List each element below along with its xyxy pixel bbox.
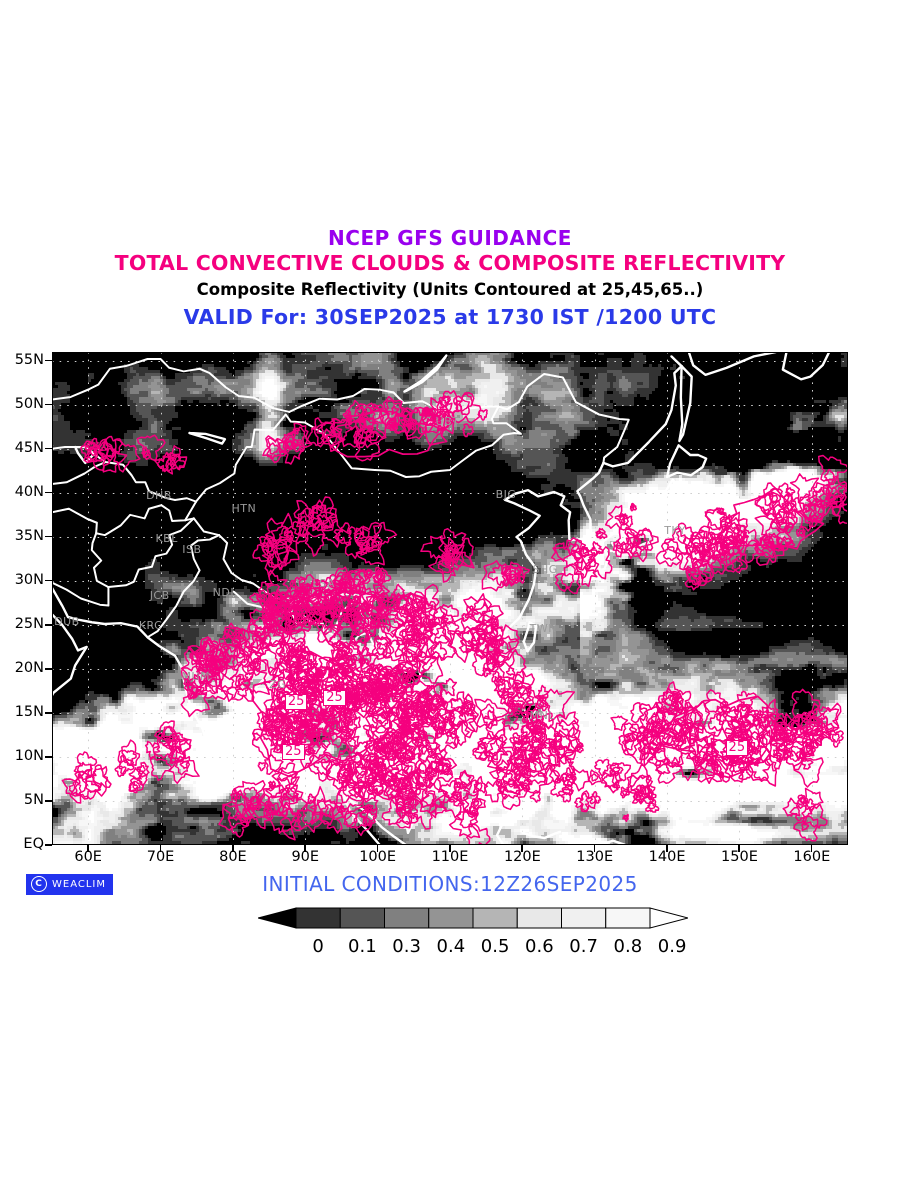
colorbar-tick-label: 0.8 [614, 936, 643, 957]
lat-tick-label: 20N [2, 660, 44, 676]
lat-tick-label: 15N [2, 704, 44, 720]
valid-time-label: VALID For: 30SEP2025 at 1730 IST /1200 U… [0, 303, 900, 331]
lat-tick-label: 25N [2, 616, 44, 632]
colorbar-tick-label: 0.3 [392, 936, 421, 957]
colorbar-tick-label: 0.6 [525, 936, 554, 957]
lon-tick-mark [87, 845, 89, 852]
units-subtitle: Composite Reflectivity (Units Contoured … [0, 277, 900, 303]
lat-tick-mark [45, 624, 52, 626]
lat-tick-label: 40N [2, 484, 44, 500]
lat-tick-mark [45, 800, 52, 802]
lon-tick-mark [594, 845, 596, 852]
lat-tick-mark [45, 712, 52, 714]
lat-tick-mark [45, 756, 52, 758]
lat-tick-label: EQ [2, 836, 44, 852]
product-title: TOTAL CONVECTIVE CLOUDS & COMPOSITE REFL… [0, 250, 900, 277]
lon-tick-mark [232, 845, 234, 852]
chart-title-block: NCEP GFS GUIDANCE TOTAL CONVECTIVE CLOUD… [0, 226, 900, 331]
lat-tick-mark [45, 492, 52, 494]
colorbar-swatch [606, 908, 650, 928]
lon-tick-mark [666, 845, 668, 852]
map-raster [52, 352, 848, 845]
lat-tick-label: 10N [2, 748, 44, 764]
colorbar-tick-label: 0.1 [348, 936, 377, 957]
lat-tick-label: 5N [2, 792, 44, 808]
colorbar-tick-label: 0.7 [569, 936, 598, 957]
colorbar-tick-label: 0.5 [481, 936, 510, 957]
lon-tick-mark [811, 845, 813, 852]
colorbar-swatch [429, 908, 473, 928]
lon-tick-mark [738, 845, 740, 852]
lat-tick-mark [45, 668, 52, 670]
lon-tick-mark [521, 845, 523, 852]
lat-tick-label: 35N [2, 528, 44, 544]
colorbar-high-arrow [650, 908, 688, 928]
colorbar-swatch [562, 908, 606, 928]
lat-tick-mark [45, 580, 52, 582]
lon-tick-mark [377, 845, 379, 852]
colorbar-swatch [340, 908, 384, 928]
lat-tick-mark [45, 360, 52, 362]
colorbar-ticklabels: 0 0.1 0.3 0.4 0.5 0.6 0.7 0.8 0.9 [258, 936, 688, 960]
lon-tick-mark [449, 845, 451, 852]
colorbar-tick-label: 0 [312, 936, 323, 957]
colorbar-swatch [385, 908, 429, 928]
lat-tick-mark [45, 536, 52, 538]
lat-tick-mark [45, 844, 52, 846]
model-title: NCEP GFS GUIDANCE [0, 226, 900, 250]
initial-conditions-label: INITIAL CONDITIONS:12Z26SEP2025 [0, 872, 900, 896]
lat-tick-label: 30N [2, 572, 44, 588]
colorbar-swatch [296, 908, 340, 928]
colorbar-tick-label: 0.4 [437, 936, 466, 957]
lat-tick-label: 55N [2, 352, 44, 368]
weather-map[interactable]: UBTDHBHTNBJGKBLISBLSATKYSHGJCBNDLTWNDUBK… [52, 352, 848, 845]
lat-tick-mark [45, 404, 52, 406]
lat-tick-mark [45, 448, 52, 450]
lon-tick-mark [304, 845, 306, 852]
colorbar-svg [258, 906, 688, 936]
colorbar [258, 906, 688, 938]
lat-tick-label: 45N [2, 440, 44, 456]
lat-tick-label: 50N [2, 396, 44, 412]
colorbar-swatch [473, 908, 517, 928]
lon-tick-mark [160, 845, 162, 852]
colorbar-tick-label: 0.9 [658, 936, 687, 957]
colorbar-low-arrow [258, 908, 296, 928]
colorbar-swatch [517, 908, 561, 928]
